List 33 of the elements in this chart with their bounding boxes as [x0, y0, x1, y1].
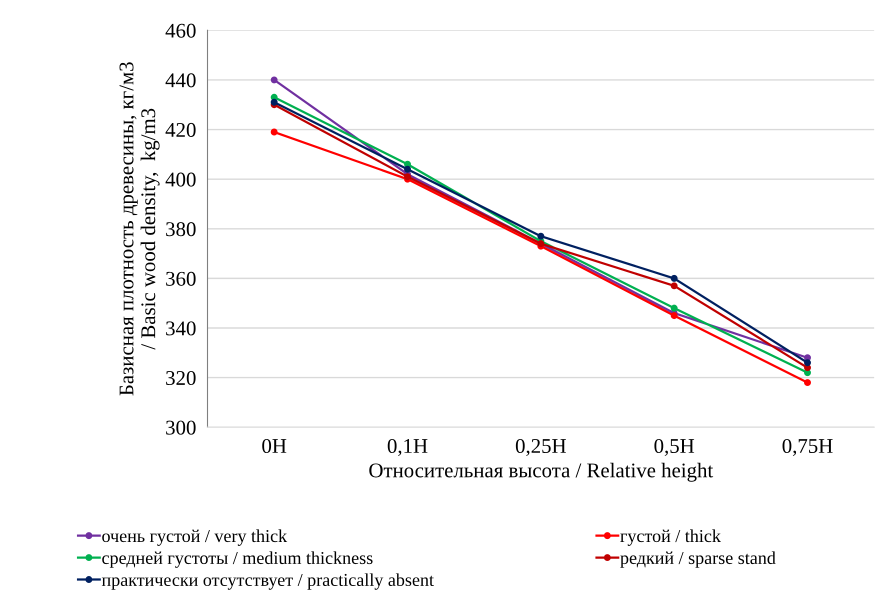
legend-label: практически отсутствует / practically absent [102, 573, 434, 590]
legend-label: очень густой / very thick [102, 529, 288, 546]
x-tick-label: 0,75H [782, 438, 833, 456]
point [670, 304, 678, 312]
y-tick-label: 420 [166, 122, 196, 137]
y-tick-label: 360 [166, 272, 196, 286]
legend-label: густой / thick [620, 529, 721, 546]
x-tick-label: 0,1H [388, 438, 428, 456]
x-tick-label: 0,25H [516, 438, 566, 456]
y-axis-title: Базисная плотность древесины, кг/м3 / Basic wood density, kg/m3 [120, 62, 160, 396]
y-tick-label: 340 [166, 321, 196, 336]
legend-label: средней густоты / medium thickness [102, 551, 373, 568]
y-tick-label: 320 [166, 370, 196, 386]
y-tick-label: 380 [166, 222, 196, 236]
y-tick-label: 440 [166, 73, 196, 88]
x-axis-title: Относительная высота / Relative height [369, 462, 714, 482]
point [270, 98, 278, 106]
y-tick-label: 460 [166, 24, 196, 38]
point [670, 274, 678, 282]
point [804, 359, 811, 366]
point [404, 166, 411, 173]
point [537, 232, 544, 240]
point [404, 173, 411, 180]
x-tick-label: 0,5H [654, 438, 694, 456]
point [270, 128, 278, 136]
y-tick-label: 400 [166, 172, 196, 187]
point [270, 76, 278, 84]
point [804, 379, 811, 386]
point [670, 282, 678, 290]
point [670, 312, 678, 320]
x-tick-label: 0H [262, 438, 286, 454]
legend-label: редкий / sparse stand [620, 551, 776, 568]
y-tick-label: 300 [166, 420, 196, 435]
